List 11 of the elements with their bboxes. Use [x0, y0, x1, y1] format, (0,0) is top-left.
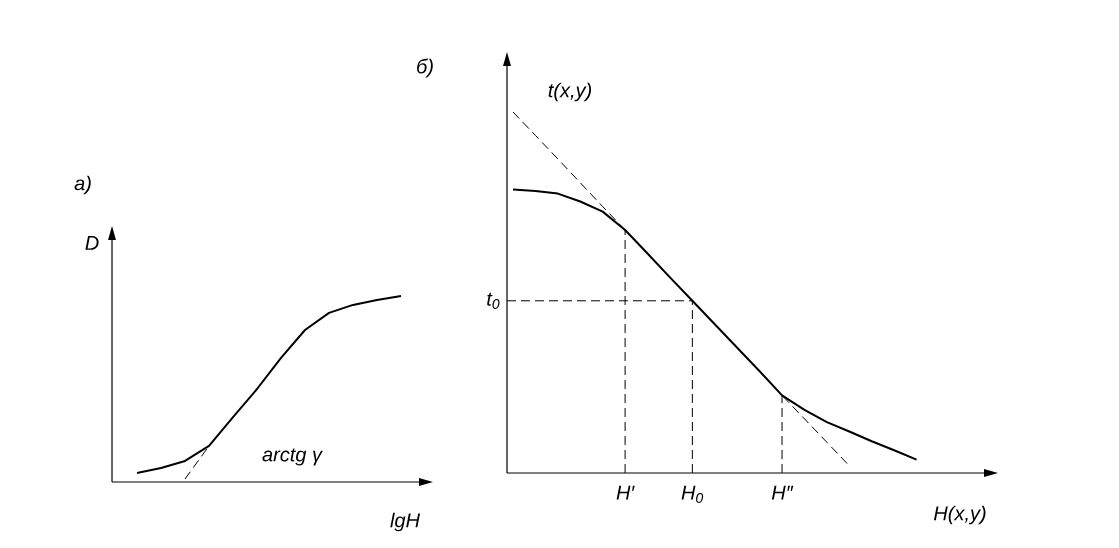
y-axis-title: t(x,y): [548, 82, 592, 102]
chart-title: б): [417, 58, 433, 78]
x-tick-label: H$_{0}$: [681, 485, 704, 503]
annotation: arctg γ: [262, 448, 323, 466]
x-axis-title: H(x,y): [933, 505, 986, 525]
x-tick-label: H″: [771, 485, 794, 500]
y-axis-title: D: [85, 236, 99, 250]
chart-title: а): [74, 175, 91, 195]
ref-line-label: t$_{0}$: [487, 292, 500, 309]
x-axis-title: lgH: [390, 512, 421, 532]
x-tick-label: H′: [616, 485, 635, 500]
